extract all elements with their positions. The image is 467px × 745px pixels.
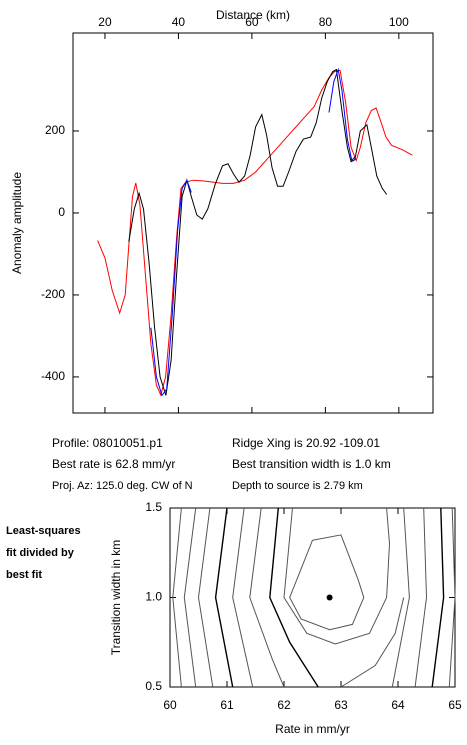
x-tick-label: 62: [277, 698, 291, 712]
info-text: Best rate is 62.8 mm/yr: [52, 457, 175, 471]
y-tick-label: 1.5: [145, 500, 162, 514]
y-axis-label: Transition width in km: [109, 540, 123, 656]
x-tick-label: 65: [448, 698, 462, 712]
note: Least-squares: [6, 525, 81, 537]
x-axis-label: Rate in mm/yr: [275, 722, 350, 736]
data-line: [249, 507, 285, 688]
plot-frame: [72, 32, 434, 414]
note: best fit: [6, 569, 42, 581]
y-axis-label: Anomaly amplitude: [10, 172, 24, 274]
info-text: Proj. Az: 125.0 deg. CW of N: [52, 480, 193, 492]
data-line: [289, 534, 365, 631]
x-axis-label: Distance (km): [216, 8, 290, 22]
y-tick-label: 200: [45, 123, 65, 137]
x-tick-label: 40: [172, 15, 186, 29]
data-line: [197, 507, 214, 688]
data-line: [97, 69, 413, 397]
x-tick-label: 64: [391, 698, 405, 712]
data-line: [340, 597, 405, 688]
x-tick-label: 100: [389, 15, 409, 29]
data-line: [431, 507, 445, 688]
y-tick-label: 0.5: [145, 679, 162, 693]
x-tick-label: 20: [98, 15, 112, 29]
x-tick-label: 63: [334, 698, 348, 712]
data-line: [414, 507, 428, 688]
x-tick-label: 61: [220, 698, 234, 712]
data-line: [128, 68, 388, 396]
info-text: Best transition width is 1.0 km: [232, 457, 391, 471]
data-line: [448, 507, 456, 688]
data-line: [283, 507, 391, 645]
y-tick-label: 0: [58, 205, 65, 219]
note: fit divided by: [6, 547, 75, 559]
y-tick-label: 1.0: [145, 590, 162, 604]
plot-frame: [169, 507, 456, 688]
y-tick-label: -200: [41, 287, 65, 301]
data-line: [232, 507, 254, 688]
data-line: [391, 507, 410, 688]
data-line: [172, 507, 182, 688]
info-text: Profile: 08010051.p1: [52, 436, 163, 450]
data-line: [269, 507, 319, 688]
data-line: [183, 507, 197, 688]
x-tick-label: 60: [245, 15, 259, 29]
data-line: [150, 67, 357, 397]
info-text: Depth to source is 2.79 km: [232, 480, 363, 492]
data-line: [214, 507, 234, 688]
y-tick-label: -400: [41, 369, 65, 383]
info-text: Ridge Xing is 20.92 -109.01: [232, 436, 380, 450]
x-tick-label: 60: [163, 698, 177, 712]
best-fit-point: [326, 594, 333, 601]
x-tick-label: 80: [319, 15, 333, 29]
